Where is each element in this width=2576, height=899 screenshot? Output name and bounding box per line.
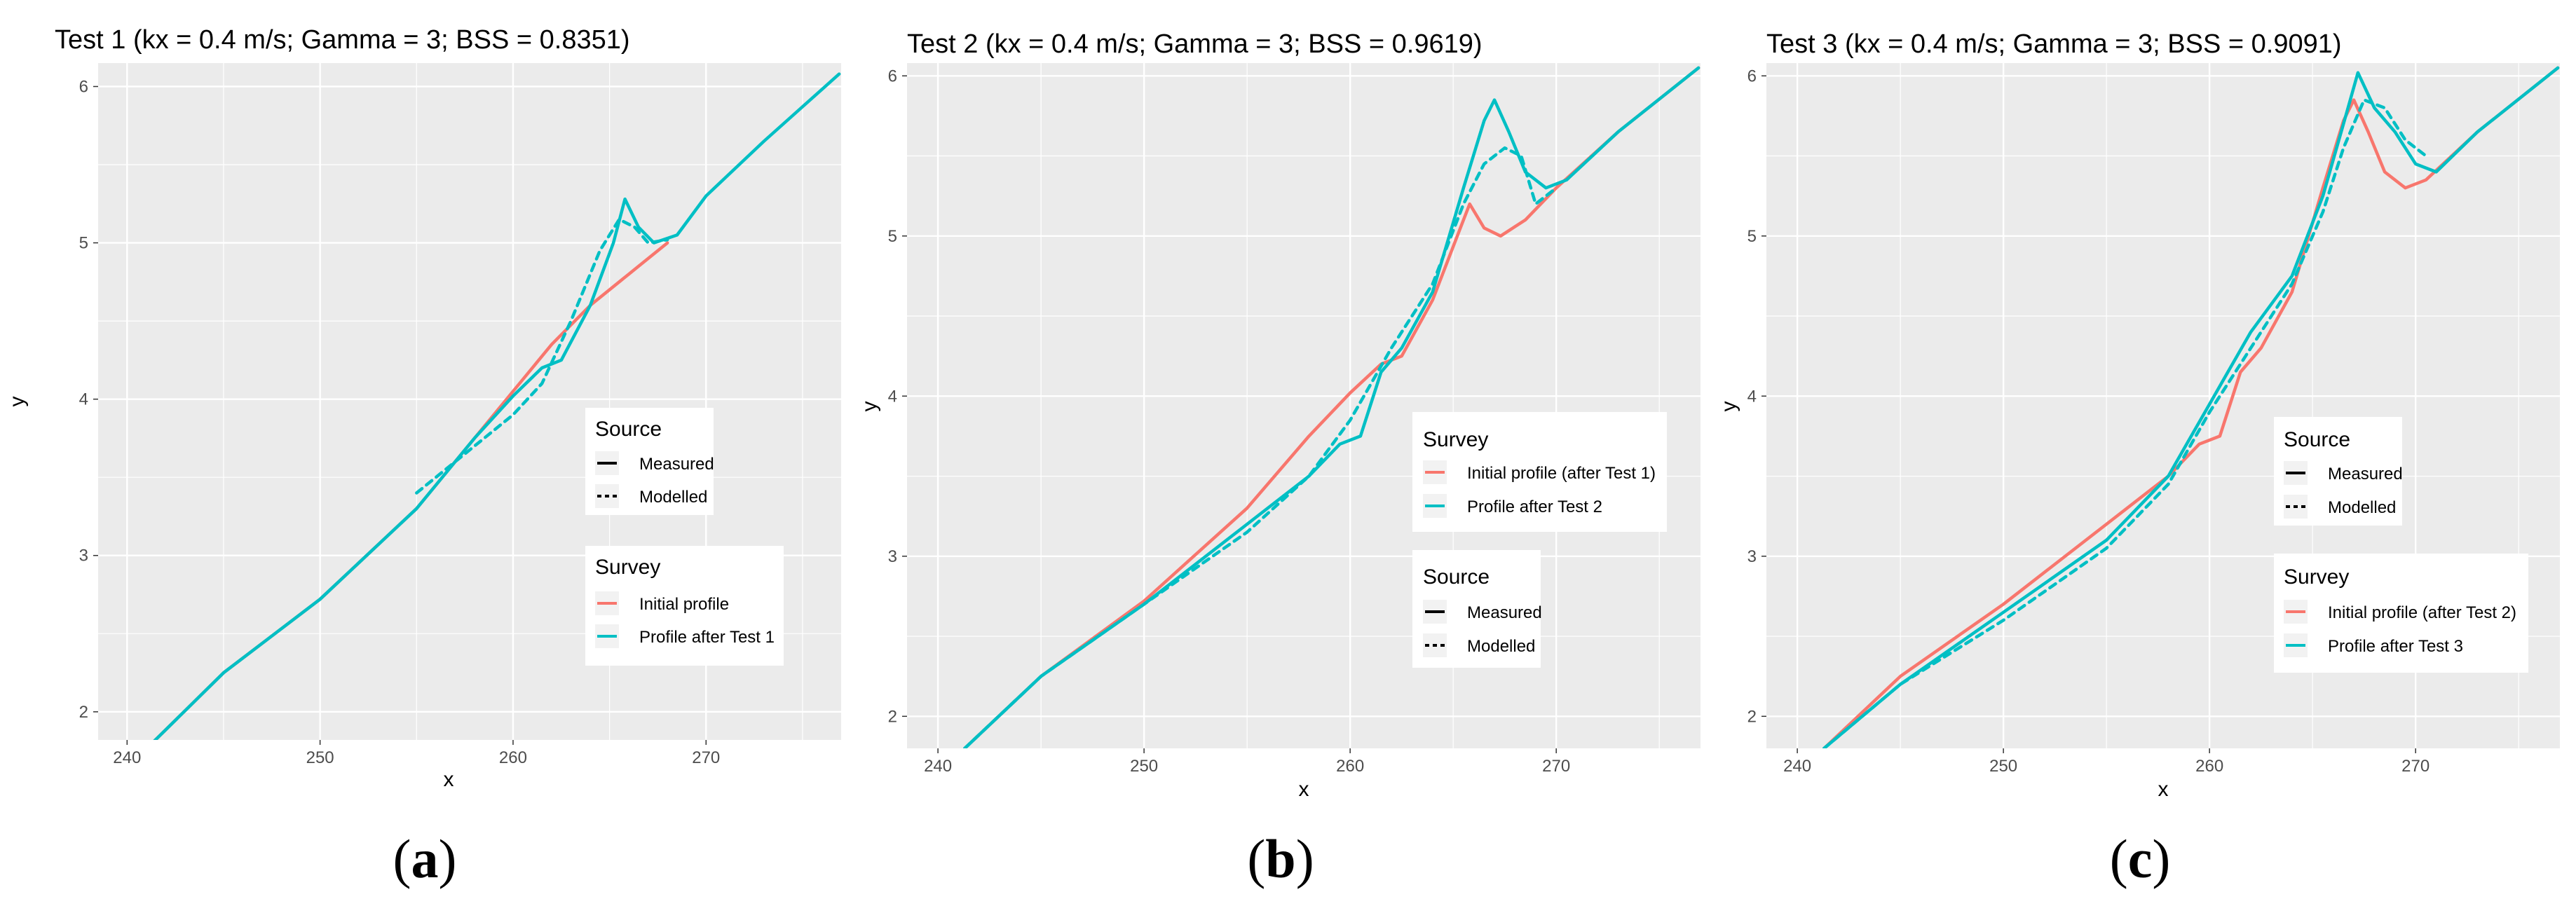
chart-title: Test 2 (kx = 0.4 m/s; Gamma = 3; BSS = 0… bbox=[907, 29, 1483, 59]
y-tick-label: 5 bbox=[79, 234, 88, 253]
legend-label-modelled: Modelled bbox=[2328, 498, 2396, 517]
tick-labels: 240 250 260 270 2 3 4 5 6 bbox=[79, 77, 721, 767]
series-initial-profile-after-test-2-measured bbox=[1822, 66, 2560, 748]
y-tick-label: 4 bbox=[888, 387, 897, 406]
x-tick-label: 250 bbox=[1989, 757, 2017, 776]
x-axis-label: x bbox=[1299, 778, 1309, 801]
legend-title-source: Source bbox=[1423, 565, 1490, 589]
y-tick-label: 5 bbox=[1747, 227, 1757, 246]
tick-labels: 240 250 260 270 2 3 4 5 6 bbox=[1747, 67, 2430, 776]
panel-caption: (c) bbox=[2110, 828, 2171, 889]
y-tick-label: 3 bbox=[79, 547, 88, 565]
x-axis-label: x bbox=[444, 768, 454, 791]
series-layer bbox=[1822, 66, 2560, 748]
legend-label-after: Profile after Test 2 bbox=[1467, 497, 1602, 516]
legend-label-measured: Measured bbox=[2328, 465, 2403, 483]
x-tick-label: 260 bbox=[499, 748, 527, 767]
legend-label-modelled: Modelled bbox=[639, 488, 707, 507]
y-tick-label: 4 bbox=[79, 390, 88, 409]
panel-b: Test 2 (kx = 0.4 m/s; Gamma = 3; BSS = 0… bbox=[858, 29, 1701, 889]
legend-label-after: Profile after Test 1 bbox=[639, 628, 775, 647]
legend-label-measured: Measured bbox=[639, 455, 714, 474]
legend-source: Source Measured Modelled bbox=[2274, 417, 2403, 526]
y-tick-label: 2 bbox=[888, 707, 897, 726]
legend-label-measured: Measured bbox=[1467, 603, 1542, 622]
panel-a: Test 1 (kx = 0.4 m/s; Gamma = 3; BSS = 0… bbox=[6, 25, 841, 889]
x-tick-label: 250 bbox=[1130, 757, 1158, 776]
series-profile-after-test-3-modelled bbox=[1822, 98, 2428, 748]
x-tick-label: 260 bbox=[1336, 757, 1364, 776]
x-tick-label: 270 bbox=[2401, 757, 2430, 776]
x-axis-label: x bbox=[2158, 778, 2169, 801]
chart-title: Test 3 (kx = 0.4 m/s; Gamma = 3; BSS = 0… bbox=[1766, 29, 2342, 59]
legend-label-modelled: Modelled bbox=[1467, 637, 1535, 656]
y-tick-label: 6 bbox=[79, 77, 88, 96]
y-tick-label: 5 bbox=[888, 227, 897, 246]
grid-lines bbox=[907, 63, 1701, 748]
legend-survey: Survey Initial profile (after Test 1) Pr… bbox=[1412, 412, 1667, 532]
legend-label-initial: Initial profile (after Test 1) bbox=[1467, 464, 1656, 483]
x-tick-label: 270 bbox=[692, 748, 720, 767]
legend-source: Source Measured Modelled bbox=[585, 408, 714, 515]
legend-label-initial: Initial profile bbox=[639, 595, 729, 614]
y-axis-label: y bbox=[1717, 402, 1740, 412]
x-tick-label: 260 bbox=[2195, 757, 2223, 776]
legend-title-survey: Survey bbox=[2284, 565, 2349, 589]
y-axis-label: y bbox=[858, 402, 881, 412]
y-tick-label: 2 bbox=[1747, 707, 1757, 726]
y-tick-label: 3 bbox=[888, 547, 897, 566]
panel-caption: (b) bbox=[1247, 828, 1314, 889]
legend-title-survey: Survey bbox=[595, 556, 660, 579]
panel-caption: (a) bbox=[393, 828, 457, 889]
legend-survey: Survey Initial profile (after Test 2) Pr… bbox=[2274, 554, 2528, 673]
x-tick-label: 240 bbox=[1783, 757, 1811, 776]
series-profile-after-test-1-measured bbox=[153, 72, 841, 740]
series-profile-after-test-3-measured bbox=[1822, 66, 2560, 748]
y-tick-label: 4 bbox=[1747, 387, 1757, 406]
x-tick-label: 240 bbox=[924, 757, 952, 776]
legend-label-after: Profile after Test 3 bbox=[2328, 637, 2463, 656]
legend-source: Source Measured Modelled bbox=[1412, 550, 1542, 668]
y-axis-label: y bbox=[6, 397, 29, 407]
legend-title-source: Source bbox=[2284, 428, 2350, 451]
y-tick-label: 2 bbox=[79, 703, 88, 722]
legend-survey: Survey Initial profile Profile after Tes… bbox=[585, 546, 784, 666]
series-initial-profile-after-test-1-measured bbox=[963, 66, 1701, 748]
chart-title: Test 1 (kx = 0.4 m/s; Gamma = 3; BSS = 0… bbox=[55, 25, 630, 55]
x-tick-label: 250 bbox=[306, 748, 334, 767]
y-tick-label: 3 bbox=[1747, 547, 1757, 566]
y-tick-label: 6 bbox=[1747, 67, 1757, 85]
x-tick-label: 240 bbox=[113, 748, 141, 767]
series-layer bbox=[963, 66, 1701, 748]
legend-label-initial: Initial profile (after Test 2) bbox=[2328, 603, 2516, 622]
series-layer bbox=[153, 72, 841, 740]
x-tick-label: 270 bbox=[1542, 757, 1570, 776]
legend-title-survey: Survey bbox=[1423, 428, 1488, 451]
tick-labels: 240 250 260 270 2 3 4 5 6 bbox=[888, 67, 1571, 776]
series-profile-after-test-2-measured bbox=[963, 66, 1701, 748]
legend-title-source: Source bbox=[595, 418, 662, 441]
y-tick-label: 6 bbox=[888, 67, 897, 85]
panel-c: Test 3 (kx = 0.4 m/s; Gamma = 3; BSS = 0… bbox=[1717, 29, 2560, 889]
